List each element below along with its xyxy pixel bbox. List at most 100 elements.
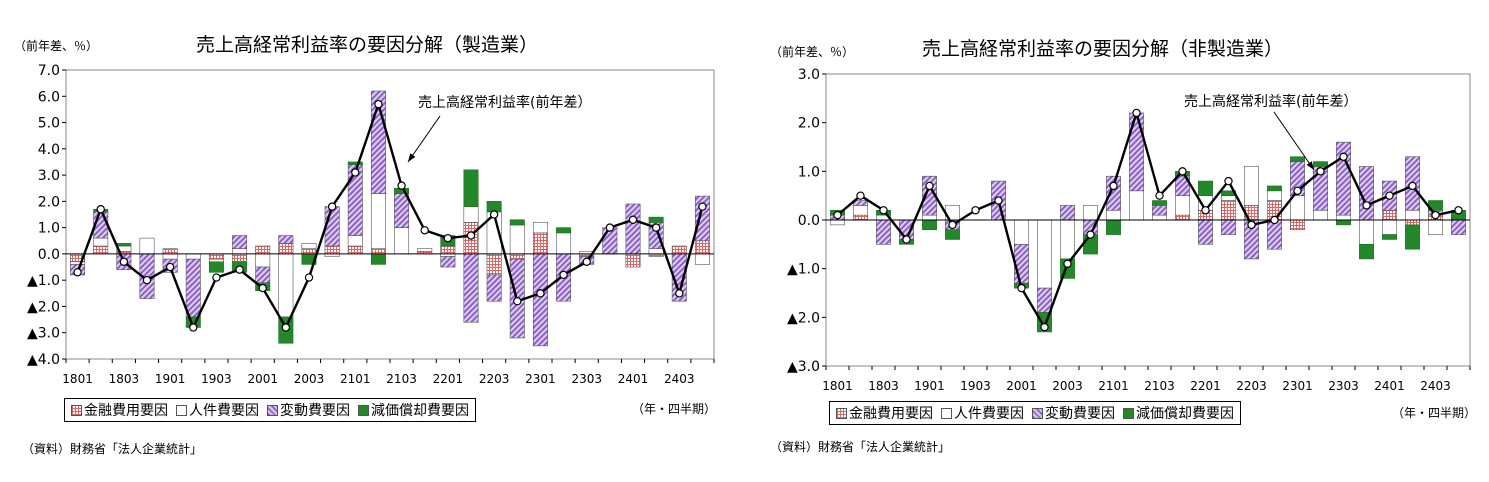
bar-segment (324, 245, 340, 255)
y-tick-label: 7.0 (38, 63, 60, 79)
y-tick-label: 5.0 (38, 116, 60, 132)
x-tick-label: 2001 (247, 372, 278, 386)
non-manufacturing-chart-panel: 売上高経常利益率の要因分解（非製造業） （前年差、％） 3.0 2.0 1.0 0.0… (744, 0, 1489, 482)
bar-segment (1221, 200, 1236, 221)
line-point (1201, 206, 1210, 215)
bar-segment (324, 206, 340, 247)
bar-segment (1313, 161, 1328, 167)
line-point (1385, 191, 1394, 200)
line-point (1017, 283, 1026, 293)
x-tick-label: 2101 (1098, 379, 1129, 393)
bar-segment (648, 216, 664, 223)
bar-segment (185, 253, 201, 260)
line-point (698, 202, 707, 211)
bar-segment (1083, 205, 1098, 221)
line-point (212, 273, 221, 282)
legend-label: 変動費要因 (1045, 406, 1115, 422)
bar-segment (1198, 219, 1213, 245)
line-point (304, 273, 314, 282)
bar-segment (1221, 219, 1236, 235)
line-point (189, 323, 198, 332)
bar-segment (116, 243, 132, 247)
bar-segment (1152, 200, 1167, 206)
bar-segment (232, 253, 248, 263)
x-tick-label: 1901 (155, 372, 186, 386)
x-tick-label: 2101 (340, 372, 371, 386)
x-period-label: （年・四半期） (632, 402, 717, 416)
line-point (142, 275, 152, 285)
bar-segment (945, 229, 960, 240)
line-point (1109, 181, 1118, 191)
bar-segment (1106, 219, 1121, 235)
bar-segment (440, 256, 456, 268)
line-point (902, 235, 911, 244)
bar-segment (278, 253, 294, 318)
x-tick-label: 2403 (664, 372, 695, 386)
bar-segment (440, 245, 456, 255)
line-point (856, 191, 865, 200)
bar-segment (1014, 219, 1029, 245)
y-tick-label: ▲1.0 (787, 262, 820, 278)
bar-segment (301, 243, 317, 249)
x-tick-label: 2401 (618, 372, 649, 386)
line-point (1155, 191, 1164, 200)
bar-segment (1106, 175, 1121, 211)
bar-segment (1175, 214, 1190, 221)
bar-segment (1129, 190, 1144, 221)
bar-segment (694, 253, 710, 265)
y-unit-label: （前年差、％） (770, 45, 855, 59)
x-tick-label: 1803 (109, 372, 140, 386)
x-tick-label: 1903 (201, 372, 232, 386)
line-point (1293, 186, 1302, 195)
bar-segment (1382, 234, 1397, 240)
bar-segment (556, 232, 572, 255)
line-point (675, 289, 684, 298)
bar-segment (463, 206, 479, 223)
bar-segment (556, 227, 572, 234)
line-point (513, 297, 522, 306)
x-tick-label: 2301 (525, 372, 556, 386)
x-tick-label: 1801 (62, 372, 93, 386)
annotation-arrow (407, 115, 441, 163)
y-tick-label: ▲2.0 (27, 299, 60, 315)
bar-segment (1267, 190, 1282, 201)
x-tick-label: 2103 (386, 372, 417, 386)
line-point (281, 323, 291, 332)
x-tick-label: 2203 (1236, 379, 1267, 393)
line-point (582, 257, 591, 266)
bar-segment (1428, 219, 1443, 235)
line-point (1063, 259, 1072, 268)
line-point (925, 181, 934, 191)
bar-segment (1037, 219, 1052, 289)
line-point (628, 215, 638, 224)
bar-segment (1267, 185, 1282, 192)
line-point (971, 206, 980, 215)
bar-segment (1198, 180, 1213, 196)
legend-label: 減価償却費要因 (1136, 406, 1234, 422)
bar-segment (694, 240, 710, 255)
y-tick-label: 4.0 (38, 142, 60, 158)
x-tick-label: 2201 (1190, 379, 1221, 393)
legend-swatch-depreciation (1123, 407, 1134, 419)
chart-legend: 金融費用要因 人件費要因 変動費要因 減価償却費要因 (64, 398, 476, 422)
bar-segment (139, 237, 155, 255)
line-annotation: 売上高経常利益率(前年差） (418, 94, 591, 111)
legend-item-variable: 変動費要因 (1032, 403, 1115, 423)
legend-label: 変動費要因 (280, 403, 350, 419)
bar-segment (1152, 205, 1167, 216)
line-point (1086, 230, 1095, 239)
bar-segment (278, 235, 294, 244)
legend-swatch-variable (267, 404, 278, 416)
line-point (327, 202, 337, 211)
line-series (76, 100, 704, 331)
bar-segment (463, 169, 479, 207)
x-tick-label: 1801 (822, 379, 853, 393)
x-tick-label: 2001 (1006, 379, 1037, 393)
x-tick-label: 2301 (1282, 379, 1313, 393)
bar-segment (370, 253, 386, 265)
bar-segment (1336, 214, 1351, 221)
bar-segment (1405, 224, 1420, 250)
bar-segment (1129, 112, 1144, 192)
bar-segment (1290, 156, 1305, 162)
line-annotation: 売上高経常利益率(前年差） (1184, 93, 1357, 110)
